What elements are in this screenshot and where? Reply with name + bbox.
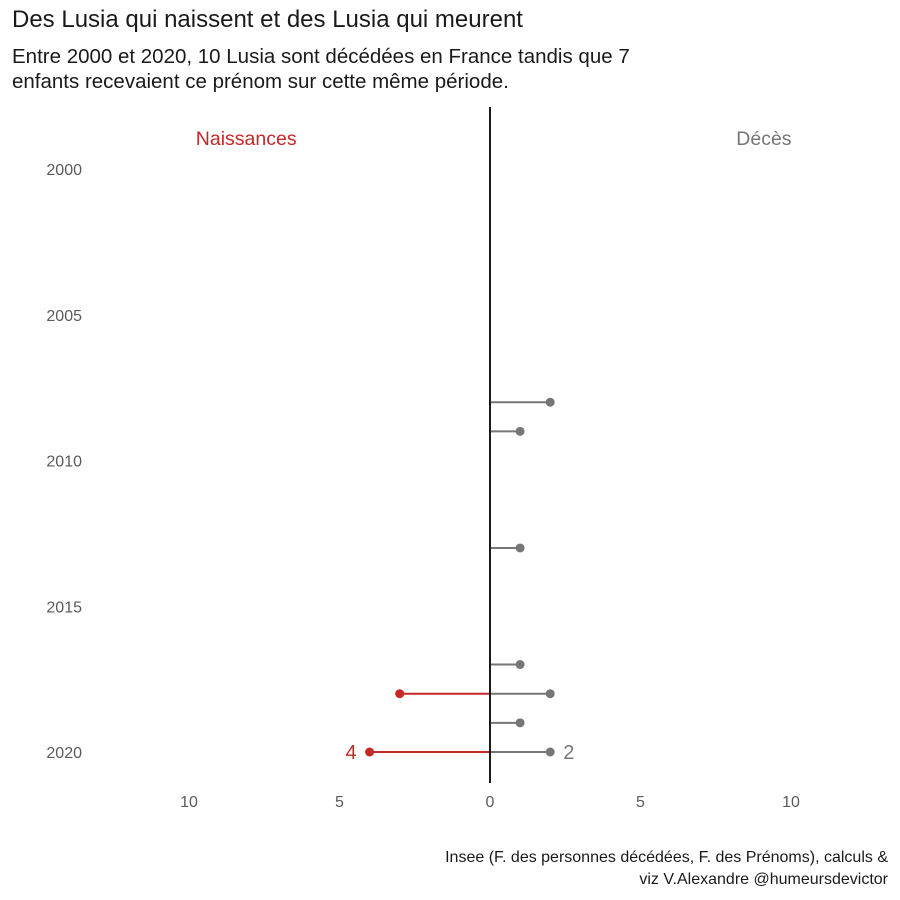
caption-line-2: viz V.Alexandre @humeursdevictor	[639, 871, 888, 888]
deaths-point	[515, 660, 525, 670]
y-tick-label: 2015	[46, 599, 82, 616]
dots-layer	[365, 397, 555, 757]
births-value-label: 4	[345, 742, 356, 764]
x-tick-label: 10	[782, 794, 800, 811]
chart-subtitle: Entre 2000 et 2020, 10 Lusia sont décédé…	[12, 44, 630, 94]
deaths-point	[515, 543, 525, 553]
x-tick-label: 10	[180, 794, 198, 811]
deaths-group-label: Décès	[736, 128, 792, 150]
deaths-point	[545, 689, 555, 699]
labels-layer: 2000 2005 2010 2015 2020 10 5 0 5 10 Naissances Déc…	[46, 128, 800, 811]
x-tick-label: 5	[335, 794, 344, 811]
chart-title: Des Lusia qui naissent et des Lusia qui …	[12, 6, 523, 33]
caption-line-1: Insee (F. des personnes décédées, F. des…	[445, 849, 888, 866]
deaths-point	[545, 747, 555, 757]
source-caption: Insee (F. des personnes décédées, F. des…	[445, 847, 888, 891]
deaths-value-label: 2	[563, 742, 574, 764]
deaths-point	[515, 426, 525, 436]
subtitle-line-1: Entre 2000 et 2020, 10 Lusia sont décédé…	[12, 45, 630, 68]
births-point	[365, 747, 375, 757]
y-tick-label: 2000	[46, 162, 82, 179]
deaths-point	[515, 718, 525, 728]
y-tick-label: 2020	[46, 745, 82, 762]
deaths-point	[545, 397, 555, 407]
births-group-label: Naissances	[196, 128, 297, 150]
y-tick-label: 2005	[46, 308, 82, 325]
subtitle-line-2: enfants recevaient ce prénom sur cette m…	[12, 70, 509, 93]
births-point	[395, 689, 405, 699]
x-tick-label: 0	[486, 794, 495, 811]
stems-layer	[369, 401, 551, 753]
y-tick-label: 2010	[46, 454, 82, 471]
x-tick-label: 5	[636, 794, 645, 811]
